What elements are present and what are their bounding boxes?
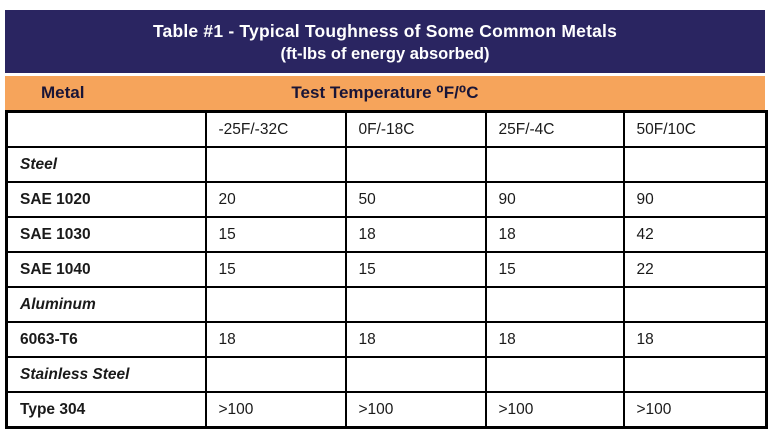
metal-row: SAE 1040 15 15 15 22 [5,251,768,288]
column-header: 0F/-18C [344,110,487,148]
toughness-cell [204,356,347,393]
metal-row: SAE 1020 20 50 90 90 [5,181,768,218]
toughness-cell: 50 [344,181,487,218]
metal-label: Type 304 [5,391,207,429]
toughness-cell: 90 [622,181,768,218]
metal-label: 6063-T6 [5,321,207,358]
toughness-cell [204,146,347,183]
metal-label: SAE 1040 [5,251,207,288]
metal-label: SAE 1030 [5,216,207,253]
toughness-cell [344,146,487,183]
toughness-cell: >100 [622,391,768,429]
category-row: Steel [5,146,768,183]
metal-column-label: Metal [41,83,85,102]
category-row: Aluminum [5,286,768,323]
metal-row: 6063-T6 18 18 18 18 [5,321,768,358]
category-label: Steel [5,146,207,183]
toughness-cell: 18 [204,321,347,358]
toughness-cell: 15 [344,251,487,288]
category-row: Stainless Steel [5,356,768,393]
toughness-cell [484,356,625,393]
toughness-cell: 15 [204,216,347,253]
column-header [5,110,207,148]
category-label: Stainless Steel [5,356,207,393]
toughness-cell [484,146,625,183]
toughness-cell [344,356,487,393]
table-subtitle: (ft-lbs of energy absorbed) [280,45,490,63]
toughness-cell: 20 [204,181,347,218]
toughness-cell: >100 [344,391,487,429]
temperature-header-label: Test Temperature ⁰F/⁰C [291,83,479,102]
table-title-block: Table #1 - Typical Toughness of Some Com… [5,10,765,73]
column-header-row: -25F/-32C 0F/-18C 25F/-4C 50F/10C [5,110,768,148]
toughness-cell [622,356,768,393]
table-title: Table #1 - Typical Toughness of Some Com… [152,21,618,41]
toughness-cell: 90 [484,181,625,218]
column-header: -25F/-32C [204,110,347,148]
column-header: 25F/-4C [484,110,625,148]
metal-label: SAE 1020 [5,181,207,218]
toughness-cell [204,286,347,323]
toughness-cell: >100 [204,391,347,429]
toughness-cell: 22 [622,251,768,288]
toughness-cell: 15 [204,251,347,288]
toughness-cell: 18 [344,216,487,253]
table-figure: Table #1 - Typical Toughness of Some Com… [5,10,768,429]
subheader-band: Metal Test Temperature ⁰F/⁰C [5,76,765,110]
column-header: 50F/10C [622,110,768,148]
toughness-cell: 15 [484,251,625,288]
toughness-cell: 18 [484,216,625,253]
toughness-cell: 42 [622,216,768,253]
toughness-cell: 18 [622,321,768,358]
toughness-cell [622,286,768,323]
metal-row: Type 304 >100 >100 >100 >100 [5,391,768,429]
toughness-cell: >100 [484,391,625,429]
toughness-cell: 18 [344,321,487,358]
toughness-cell [344,286,487,323]
toughness-table: -25F/-32C 0F/-18C 25F/-4C 50F/10C Steel … [5,110,768,429]
category-label: Aluminum [5,286,207,323]
metal-row: SAE 1030 15 18 18 42 [5,216,768,253]
toughness-cell [484,286,625,323]
toughness-cell [622,146,768,183]
toughness-cell: 18 [484,321,625,358]
